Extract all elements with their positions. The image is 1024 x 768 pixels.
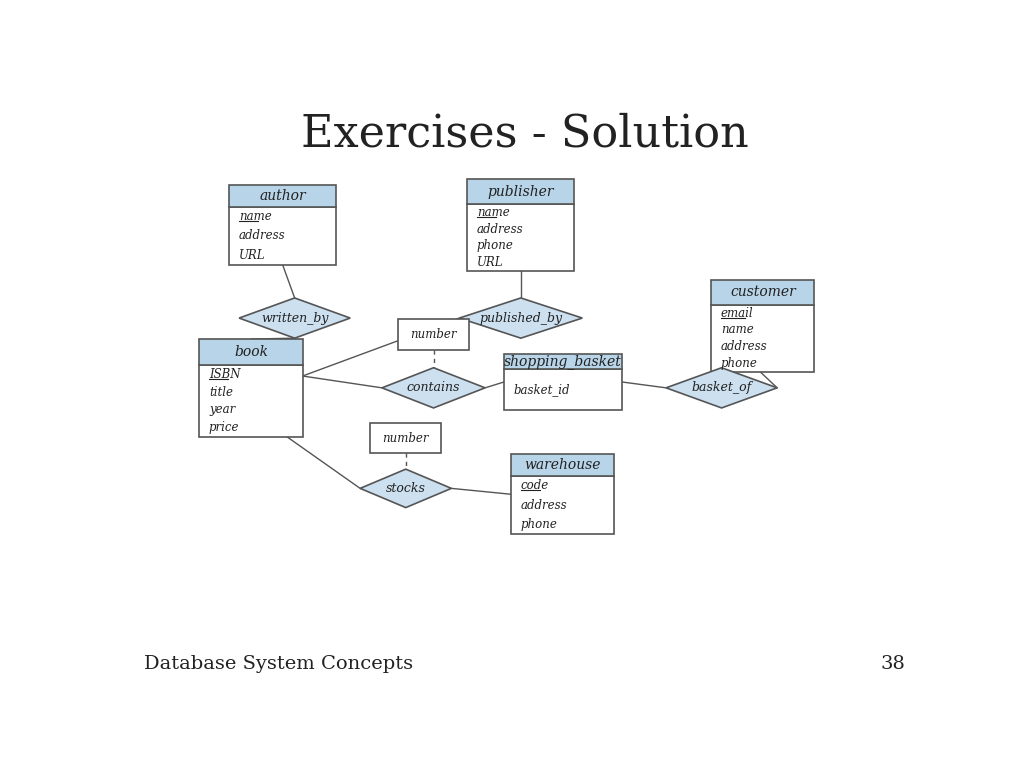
Text: published_by: published_by (479, 312, 562, 325)
Text: ISBN: ISBN (209, 368, 241, 381)
Text: code: code (521, 479, 549, 492)
Polygon shape (382, 368, 485, 408)
Text: name: name (721, 323, 754, 336)
Bar (511, 455, 614, 476)
Bar (229, 207, 336, 265)
Text: written_by: written_by (261, 312, 329, 325)
Text: phone: phone (721, 356, 758, 369)
Polygon shape (360, 469, 452, 508)
Text: name: name (477, 206, 510, 219)
Text: URL: URL (477, 257, 503, 269)
Text: basket_id: basket_id (514, 383, 570, 396)
Text: price: price (209, 421, 240, 434)
Text: address: address (521, 498, 567, 511)
Text: book: book (234, 346, 268, 359)
Text: email: email (721, 306, 754, 319)
Text: basket_of: basket_of (691, 382, 752, 394)
Polygon shape (460, 298, 583, 338)
Text: Exercises - Solution: Exercises - Solution (301, 112, 749, 155)
Bar (712, 305, 814, 372)
Text: address: address (721, 340, 767, 353)
Text: number: number (383, 432, 429, 445)
Text: author: author (259, 189, 306, 203)
Bar (712, 280, 814, 305)
Polygon shape (239, 298, 350, 338)
Bar (200, 339, 303, 366)
Text: customer: customer (730, 285, 796, 300)
Bar (229, 185, 336, 207)
Text: warehouse: warehouse (524, 458, 601, 472)
Text: name: name (239, 210, 271, 223)
Text: contains: contains (407, 382, 460, 394)
Bar (504, 354, 622, 369)
Bar (370, 422, 441, 453)
Bar (467, 204, 574, 271)
Text: address: address (477, 223, 523, 236)
Text: 38: 38 (881, 655, 905, 673)
Text: phone: phone (477, 240, 514, 253)
Bar (397, 319, 469, 350)
Text: address: address (239, 230, 286, 243)
Bar (200, 366, 303, 437)
Text: number: number (411, 328, 457, 341)
Text: phone: phone (521, 518, 558, 531)
Text: title: title (209, 386, 232, 399)
Text: stocks: stocks (386, 482, 426, 495)
Polygon shape (666, 368, 777, 408)
Text: year: year (209, 403, 236, 416)
Text: publisher: publisher (487, 185, 554, 199)
Text: shopping_basket: shopping_basket (504, 354, 622, 369)
Text: URL: URL (239, 249, 265, 262)
Text: Database System Concepts: Database System Concepts (143, 655, 413, 673)
Bar (511, 476, 614, 535)
Bar (467, 180, 574, 204)
Bar (504, 369, 622, 410)
